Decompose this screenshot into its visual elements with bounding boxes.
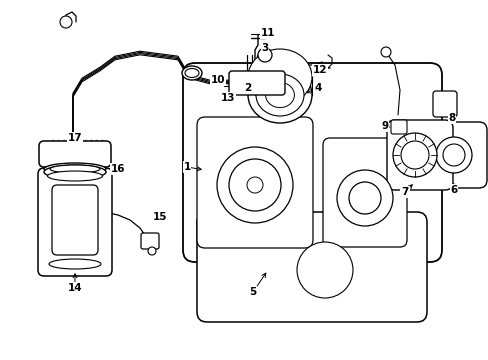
Text: 7: 7 — [401, 187, 408, 197]
Circle shape — [228, 159, 281, 211]
FancyBboxPatch shape — [197, 117, 312, 248]
Ellipse shape — [247, 67, 311, 123]
FancyBboxPatch shape — [426, 122, 486, 188]
Text: 2: 2 — [244, 83, 251, 93]
FancyBboxPatch shape — [432, 91, 456, 117]
Ellipse shape — [47, 171, 102, 181]
FancyBboxPatch shape — [52, 185, 98, 255]
FancyBboxPatch shape — [390, 120, 406, 134]
Circle shape — [217, 147, 292, 223]
Ellipse shape — [256, 74, 304, 116]
FancyBboxPatch shape — [39, 141, 111, 167]
Ellipse shape — [50, 165, 100, 173]
Text: 1: 1 — [183, 162, 190, 172]
Text: 13: 13 — [220, 93, 235, 103]
Ellipse shape — [44, 163, 106, 175]
Circle shape — [348, 182, 380, 214]
FancyBboxPatch shape — [228, 71, 285, 95]
Ellipse shape — [247, 49, 311, 105]
Circle shape — [258, 48, 271, 62]
Text: 14: 14 — [67, 283, 82, 293]
Text: 12: 12 — [312, 65, 326, 75]
Circle shape — [400, 141, 428, 169]
Circle shape — [442, 144, 464, 166]
Text: 17: 17 — [67, 133, 82, 143]
Ellipse shape — [184, 68, 199, 77]
Circle shape — [296, 242, 352, 298]
Text: 5: 5 — [249, 287, 256, 297]
Text: 9: 9 — [381, 121, 388, 131]
Circle shape — [148, 247, 156, 255]
Circle shape — [336, 170, 392, 226]
Ellipse shape — [265, 82, 294, 108]
FancyBboxPatch shape — [323, 138, 406, 247]
Text: 15: 15 — [152, 212, 167, 222]
Circle shape — [435, 137, 471, 173]
FancyBboxPatch shape — [183, 63, 441, 262]
Text: 8: 8 — [447, 113, 455, 123]
Circle shape — [246, 177, 263, 193]
Text: 3: 3 — [261, 43, 268, 53]
Ellipse shape — [44, 165, 106, 179]
Text: 16: 16 — [110, 164, 125, 174]
Circle shape — [380, 47, 390, 57]
Text: 4: 4 — [314, 83, 321, 93]
FancyBboxPatch shape — [141, 233, 159, 249]
Text: 11: 11 — [260, 28, 275, 38]
Text: 6: 6 — [449, 185, 457, 195]
Circle shape — [60, 16, 72, 28]
FancyBboxPatch shape — [386, 120, 452, 190]
FancyBboxPatch shape — [38, 168, 112, 276]
Ellipse shape — [49, 259, 101, 269]
Circle shape — [392, 133, 436, 177]
Text: 10: 10 — [210, 75, 225, 85]
Ellipse shape — [182, 66, 202, 80]
FancyBboxPatch shape — [197, 212, 426, 322]
